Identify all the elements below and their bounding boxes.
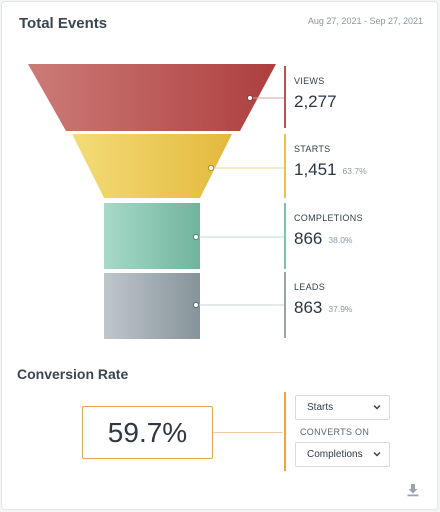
- stage-label-completions: COMPLETIONS: [294, 213, 363, 223]
- funnel-segment-starts[interactable]: [72, 134, 232, 198]
- stage-bar-starts: [284, 134, 286, 198]
- stage-value-completions: 866 38.0%: [294, 229, 352, 249]
- download-icon[interactable]: [406, 483, 420, 497]
- stage-completions[interactable]: COMPLETIONS 866 38.0%: [284, 203, 424, 269]
- conversion-connector: [213, 432, 283, 433]
- to-stage-select-value: Completions: [307, 449, 363, 460]
- funnel-dot-starts: [207, 164, 215, 172]
- from-stage-select-value: Starts: [307, 402, 334, 413]
- stage-bar-leads: [284, 272, 286, 338]
- stage-percent-completions: 38.0%: [328, 234, 353, 245]
- from-stage-select[interactable]: Starts: [295, 395, 390, 420]
- stage-label-views: VIEWS: [294, 76, 325, 86]
- funnel-segment-leads[interactable]: [104, 273, 200, 339]
- stage-percent-starts: 63.7%: [342, 165, 367, 176]
- funnel-dot-views: [246, 94, 254, 102]
- stage-starts[interactable]: STARTS 1,451 63.7%: [284, 134, 424, 198]
- to-stage-select[interactable]: Completions: [295, 442, 390, 467]
- page-title: Total Events: [19, 15, 108, 32]
- conversion-rate-value: 59.7%: [82, 406, 213, 459]
- chevron-down-icon: [373, 452, 381, 457]
- stage-value-starts: 1,451 63.7%: [294, 160, 367, 180]
- stage-count-completions: 866: [294, 229, 323, 248]
- stage-count-views: 2,277: [294, 92, 337, 111]
- funnel-segment-completions[interactable]: [104, 203, 200, 269]
- converts-on-label: CONVERTS ON: [300, 427, 370, 437]
- stage-count-leads: 863: [294, 298, 323, 317]
- funnel-dot-completions: [192, 233, 200, 241]
- stage-bar-completions: [284, 203, 286, 269]
- conversion-accent-bar: [284, 392, 286, 471]
- funnel-segment-views[interactable]: [28, 64, 276, 131]
- funnel-dot-leads: [192, 301, 200, 309]
- stage-count-starts: 1,451: [294, 160, 337, 179]
- stage-percent-leads: 37.9%: [328, 303, 353, 314]
- stage-value-views: 2,277: [294, 92, 337, 112]
- stage-value-leads: 863 37.9%: [294, 298, 352, 318]
- stage-label-leads: LEADS: [294, 282, 326, 292]
- stage-label-starts: STARTS: [294, 144, 331, 154]
- stage-bar-views: [284, 66, 286, 128]
- date-range[interactable]: Aug 27, 2021 - Sep 27, 2021: [307, 16, 423, 26]
- stage-views[interactable]: VIEWS 2,277: [284, 66, 424, 128]
- conversion-rate-title: Conversion Rate: [17, 366, 129, 382]
- chevron-down-icon: [373, 405, 381, 410]
- stage-leads[interactable]: LEADS 863 37.9%: [284, 272, 424, 338]
